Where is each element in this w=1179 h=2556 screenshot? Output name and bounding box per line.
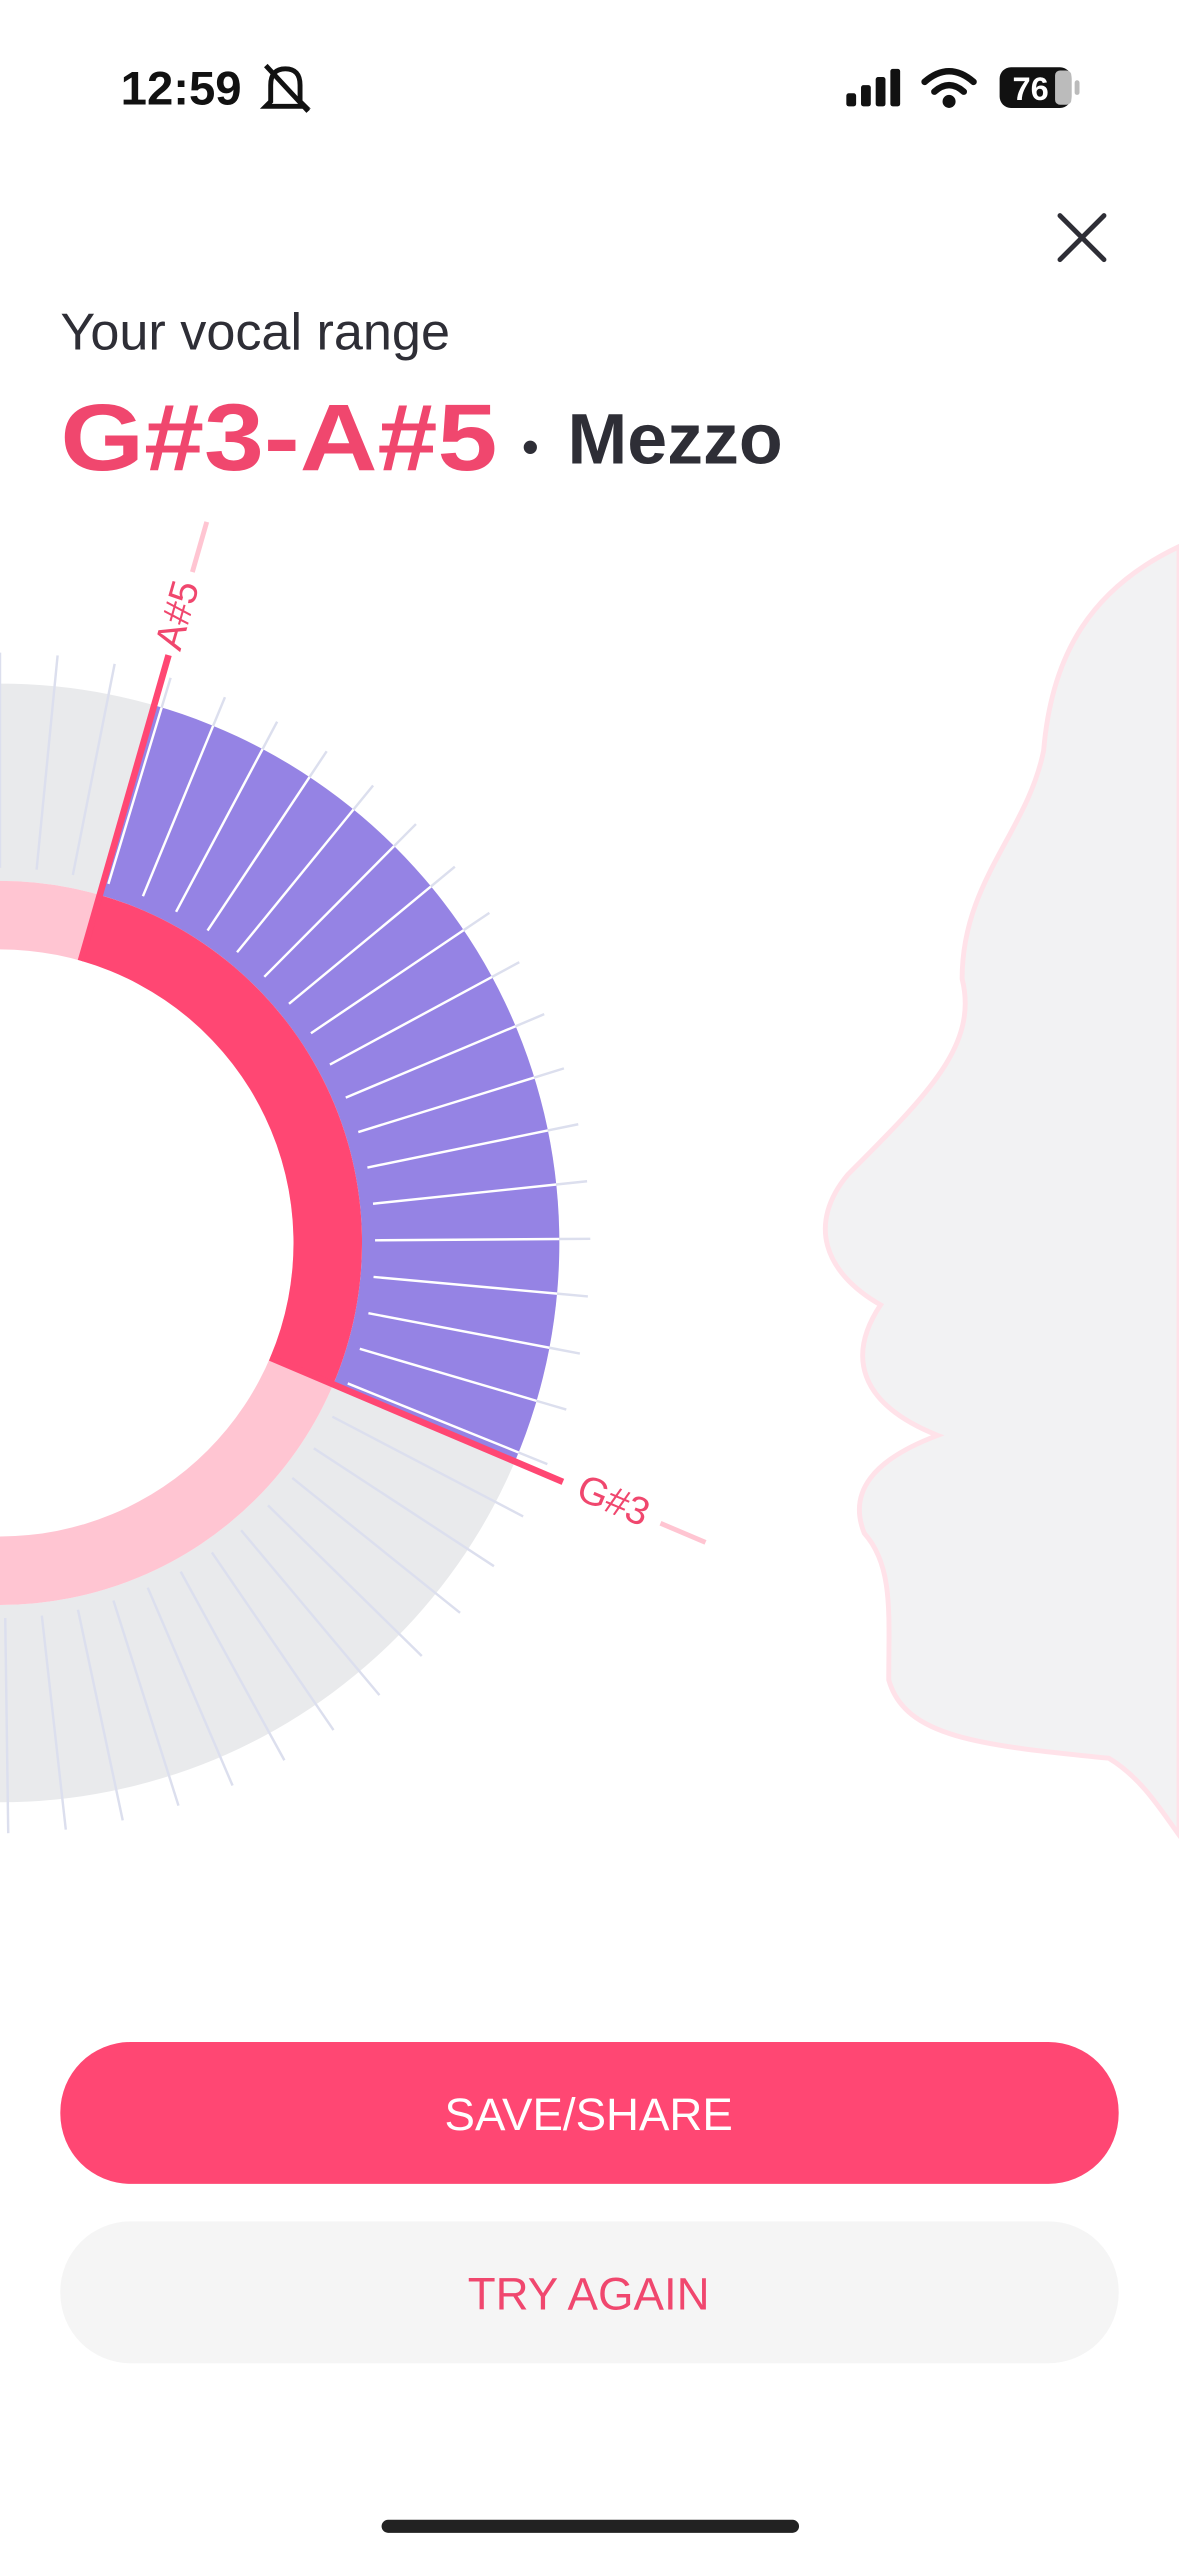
- tick: [533, 1067, 565, 1079]
- tick: [313, 1447, 495, 1568]
- tick: [212, 696, 227, 727]
- tick: [76, 1609, 124, 1821]
- tick: [240, 1529, 381, 1696]
- tick: [547, 1123, 579, 1132]
- tick: [373, 1275, 558, 1295]
- tick: [345, 1025, 517, 1099]
- home-indicator: [381, 2519, 800, 2533]
- tick: [375, 1237, 560, 1242]
- tick: [368, 1312, 550, 1349]
- tick: [367, 1129, 549, 1169]
- tick: [288, 885, 432, 1005]
- save-share-button[interactable]: SAVE/SHARE: [60, 2041, 1119, 2184]
- tick: [372, 1183, 557, 1205]
- tick: [160, 677, 172, 708]
- tick: [261, 721, 279, 750]
- range-sector: [99, 705, 560, 1462]
- range-arc: [80, 894, 363, 1385]
- marker-tail: [659, 1521, 707, 1545]
- try-again-button[interactable]: TRY AGAIN: [60, 2221, 1119, 2364]
- mute-icon: [259, 63, 311, 113]
- tick: [393, 823, 417, 847]
- tick: [463, 911, 491, 932]
- tick: [310, 929, 465, 1035]
- tick: [536, 1399, 567, 1411]
- tick: [112, 1600, 180, 1806]
- battery-icon: 76: [999, 67, 1080, 108]
- face-silhouette: [822, 543, 1179, 1840]
- tick: [267, 1504, 423, 1657]
- tick: [40, 1615, 68, 1830]
- tick: [210, 1551, 335, 1731]
- tick: [107, 707, 163, 885]
- tick: [308, 750, 328, 778]
- tick: [430, 865, 456, 888]
- tick: [359, 1347, 537, 1403]
- tick: [71, 663, 116, 876]
- separator: •: [522, 420, 539, 474]
- tick: [206, 776, 311, 932]
- tick: [263, 845, 395, 978]
- low-label: G#3: [571, 1467, 656, 1535]
- range-text: G#3-A#5: [60, 385, 497, 491]
- range-wheel: A#5 G#3: [0, 521, 707, 1834]
- high-marker: [77, 654, 172, 962]
- close-button[interactable]: [1057, 213, 1107, 263]
- subtitle: Your vocal range: [60, 303, 450, 361]
- tick: [236, 808, 355, 954]
- tick: [35, 655, 59, 870]
- tick: [347, 1382, 520, 1454]
- tick: [146, 1587, 234, 1787]
- tick: [556, 1292, 588, 1298]
- low-marker: [268, 1354, 565, 1485]
- tick: [141, 725, 215, 897]
- status-time: 12:59: [121, 63, 242, 116]
- high-label: A#5: [147, 576, 208, 655]
- voice-type: Mezzo: [567, 399, 782, 479]
- tick: [291, 1477, 461, 1614]
- tick: [549, 1346, 581, 1355]
- tick: [352, 784, 375, 811]
- battery-level: 76: [1012, 70, 1048, 107]
- tick: [331, 1415, 524, 1518]
- tick: [175, 748, 264, 913]
- wifi-icon: [921, 68, 977, 108]
- tick: [556, 1180, 588, 1186]
- tick: [515, 1013, 545, 1028]
- marker-tail: [190, 521, 210, 573]
- tick: [329, 975, 493, 1066]
- tick: [491, 961, 520, 978]
- tick: [357, 1076, 535, 1134]
- tick: [4, 1617, 10, 1834]
- signal-icon: [846, 68, 901, 107]
- button-label[interactable]: SAVE/SHARE: [445, 2089, 733, 2140]
- tick: [518, 1451, 548, 1466]
- tick: [179, 1571, 286, 1761]
- button-label[interactable]: TRY AGAIN: [468, 2268, 710, 2319]
